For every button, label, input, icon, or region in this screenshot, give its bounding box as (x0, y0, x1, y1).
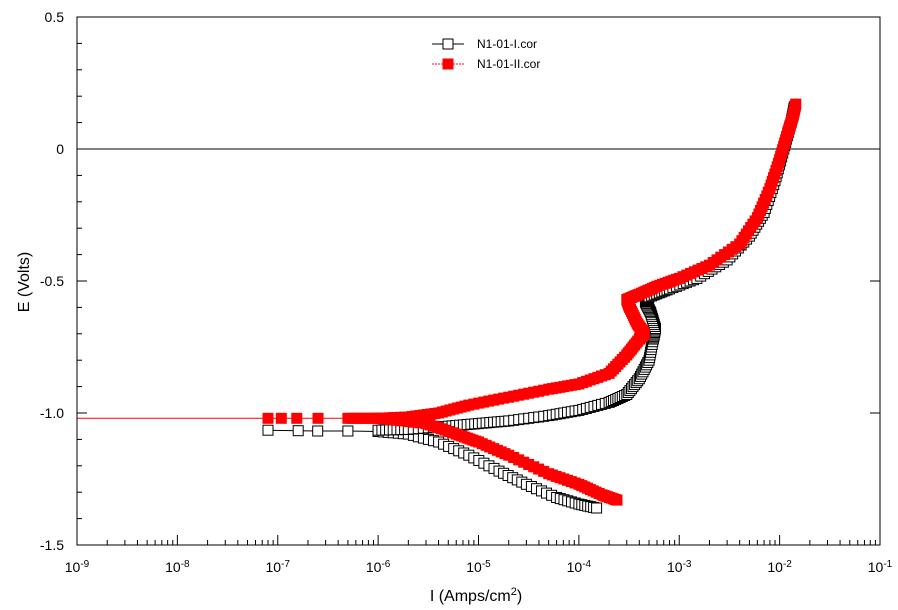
x-tick-label-exponent: -5 (482, 559, 491, 570)
x-tick-label-base: 10 (868, 559, 884, 575)
y-tick-label: -1.0 (40, 405, 64, 421)
x-tick-label: 10-5 (466, 559, 491, 576)
x-tick-label-base: 10 (466, 559, 482, 575)
legend-marker-series-2 (442, 58, 454, 70)
axes: 10-9 10-8 10-7 10-6 10-5 10-4 10-3 10-2 10-1-1.5… (40, 9, 893, 575)
x-tick-label-base: 10 (667, 559, 683, 575)
x-tick-label-base: 10 (767, 559, 783, 575)
data-point (342, 425, 354, 437)
x-tick-label-base: 10 (266, 559, 282, 575)
data-point (292, 425, 304, 437)
series-1 (262, 101, 800, 514)
x-tick-label: 10-9 (65, 559, 90, 576)
x-axis-title: I (Amps/cm2) (430, 586, 522, 605)
x-tick-label: 10-2 (767, 559, 792, 576)
x-tick-label-base: 10 (65, 559, 81, 575)
x-tick-label: 10-6 (366, 559, 391, 576)
x-axis-title-end: ) (517, 588, 522, 605)
y-tick-label: -0.5 (40, 273, 64, 289)
x-tick-label: 10-7 (266, 559, 291, 576)
x-tick-label-base: 10 (366, 559, 382, 575)
x-axis-title-main: I (Amps/cm (430, 588, 511, 605)
legend: N1-01-I.cor N1-01-II.cor (432, 37, 540, 71)
data-point (790, 98, 802, 110)
x-axis-title-sup: 2 (511, 586, 517, 598)
x-tick-label-exponent: -1 (883, 559, 892, 570)
data-point (275, 412, 287, 424)
legend-marker-series-1 (442, 38, 454, 50)
series-2 (77, 98, 802, 506)
x-tick-label-exponent: -6 (381, 559, 390, 570)
x-tick-label-exponent: -4 (582, 559, 591, 570)
y-axis-title: E (Volts) (16, 252, 33, 312)
x-tick-label-exponent: -9 (80, 559, 89, 570)
data-point (262, 424, 274, 436)
x-tick-label-exponent: -8 (181, 559, 190, 570)
x-tick-label-base: 10 (567, 559, 583, 575)
y-tick-label: 0 (56, 141, 64, 157)
x-tick-label: 10-4 (567, 559, 592, 576)
x-tick-label: 10-8 (165, 559, 190, 576)
x-tick-label-exponent: -3 (683, 559, 692, 570)
data-point (291, 412, 303, 424)
x-tick-label-exponent: -7 (281, 559, 290, 570)
x-tick-label: 10-3 (667, 559, 692, 576)
y-tick-label: -1.5 (40, 537, 64, 553)
legend-label-series-2: N1-01-II.cor (477, 57, 540, 71)
series-layer (77, 98, 802, 514)
legend-label-series-1: N1-01-I.cor (477, 37, 537, 51)
y-tick-label: 0.5 (45, 9, 65, 25)
x-tick-label: 10-1 (868, 559, 893, 576)
data-point (591, 502, 603, 514)
data-point (312, 425, 324, 437)
data-point (312, 412, 324, 424)
x-tick-label-exponent: -2 (783, 559, 792, 570)
x-tick-label-base: 10 (165, 559, 181, 575)
data-point (262, 412, 274, 424)
data-point (611, 494, 623, 506)
